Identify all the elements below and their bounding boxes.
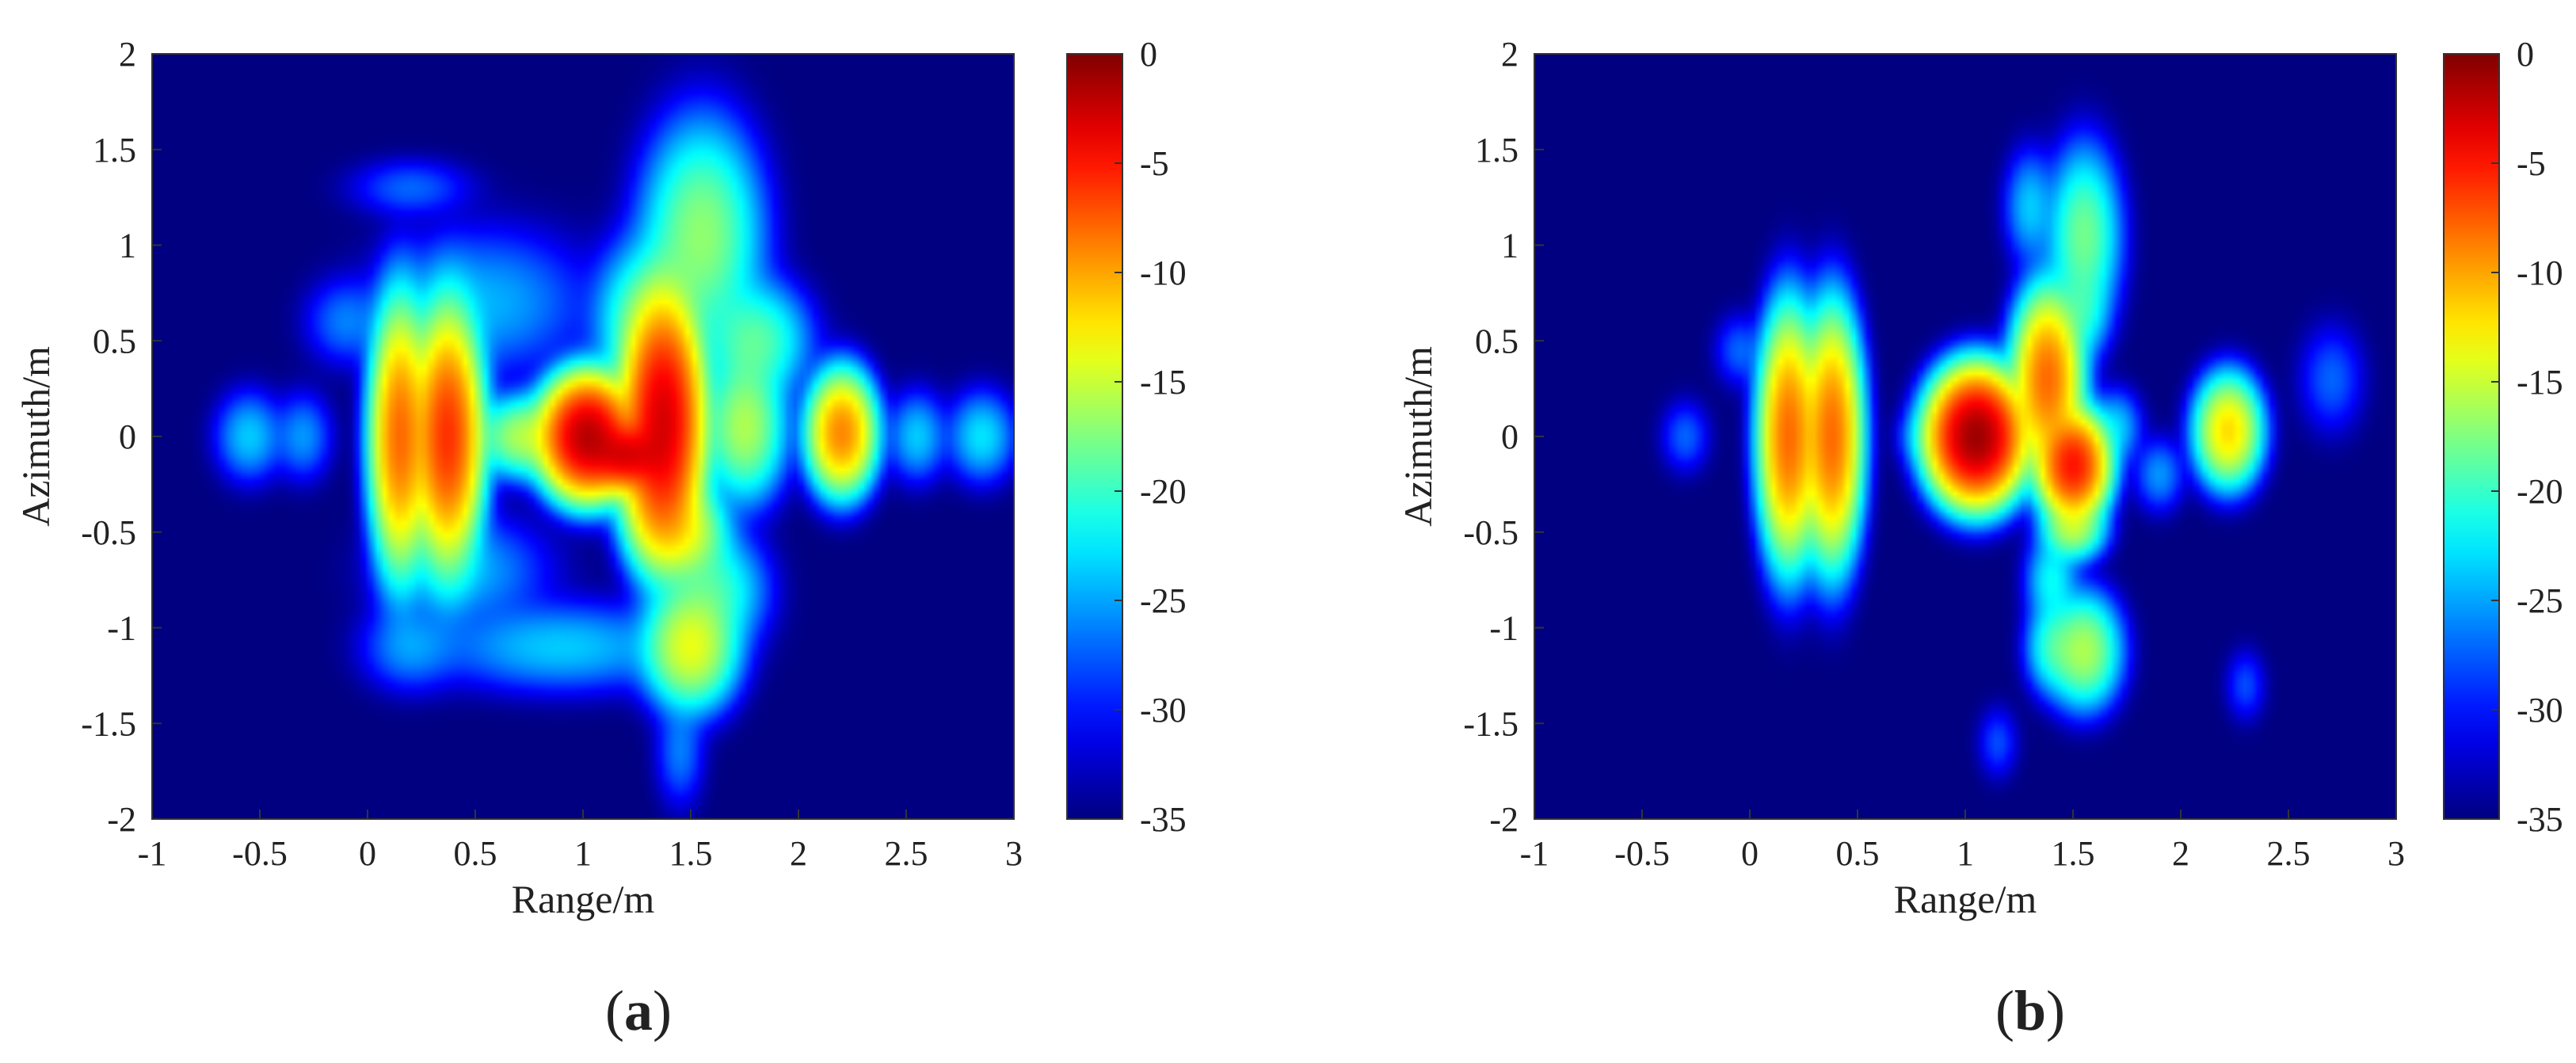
colorbar-tick-label: -35 xyxy=(2517,800,2563,839)
colorbar-tick-label: -10 xyxy=(2517,253,2563,292)
colorbar-tick-label: -35 xyxy=(1140,800,1187,839)
x-tick-label: -1 xyxy=(138,834,167,873)
y-tick-label: -2 xyxy=(1489,800,1519,839)
colorbar-tick-label: 0 xyxy=(1140,35,1157,74)
panel-label-open-paren: ( xyxy=(1995,979,2014,1042)
y-tick-label: 0.5 xyxy=(1475,322,1519,360)
x-tick-label: 3 xyxy=(1005,834,1023,873)
heatmap-image xyxy=(1534,54,2396,819)
y-tick-label: -0.5 xyxy=(1463,513,1519,552)
panel-label: (b) xyxy=(1995,979,2065,1042)
colorbar-tick-label: -20 xyxy=(2517,472,2563,511)
colorbar-tick-label: -15 xyxy=(1140,363,1187,402)
chart-panel-b: -1 -0.5 0 0.5 1 1.5 2 2.5 3 2 1.5 1 0.5 0 -0.5 -1 -1.5 -2… xyxy=(1396,35,2563,1042)
colorbar xyxy=(1066,53,1123,820)
x-tick-label: 2 xyxy=(2172,834,2189,873)
panel-label-letter: b xyxy=(2014,979,2046,1042)
colorbar-tick-label: -10 xyxy=(1140,253,1187,292)
x-tick-label: -0.5 xyxy=(1614,834,1670,873)
y-tick-label: 2 xyxy=(119,35,136,74)
x-tick-label: 1 xyxy=(574,834,592,873)
y-tick-label: -1.5 xyxy=(1463,704,1519,743)
y-tick-label: 0.5 xyxy=(93,322,136,360)
y-tick-label: 1 xyxy=(119,227,136,265)
panel-label-open-paren: ( xyxy=(605,979,624,1042)
x-tick-label: 0.5 xyxy=(1836,834,1880,873)
x-tick-label: 0 xyxy=(359,834,376,873)
colorbar-tick-label: 0 xyxy=(2517,35,2534,74)
y-tick-label: 0 xyxy=(119,417,136,456)
colorbar-tick-label: -20 xyxy=(1140,472,1187,511)
colorbar-tick-label: -30 xyxy=(2517,691,2563,730)
y-tick-label: -1.5 xyxy=(81,704,136,743)
colorbar-tick-label: -15 xyxy=(2517,363,2563,402)
x-tick-label: 2 xyxy=(790,834,807,873)
colorbar-tick-label: -5 xyxy=(2517,144,2546,183)
x-axis-label: Range/m xyxy=(1894,877,2037,921)
y-tick-label: -1 xyxy=(107,609,136,648)
x-tick-label: 3 xyxy=(2387,834,2405,873)
x-axis-label: Range/m xyxy=(512,877,655,921)
y-axis-label: Azimuth/m xyxy=(13,346,58,527)
x-tick-label: -0.5 xyxy=(232,834,288,873)
panel-label-close-paren: ) xyxy=(653,979,672,1042)
y-tick-label: 0 xyxy=(1501,417,1519,456)
x-tick-label: 1 xyxy=(1957,834,1974,873)
x-tick-label: 2.5 xyxy=(885,834,928,873)
x-tick-label: 2.5 xyxy=(2267,834,2311,873)
colorbar-tick-label: -5 xyxy=(1140,144,1169,183)
heatmap-image xyxy=(152,54,1014,819)
x-tick-label: 0 xyxy=(1741,834,1759,873)
x-tick-label: -1 xyxy=(1520,834,1549,873)
x-tick-label: 0.5 xyxy=(454,834,497,873)
y-axis-label: Azimuth/m xyxy=(1396,346,1440,527)
y-tick-label: 1 xyxy=(1501,227,1519,265)
colorbar-tick-label: -30 xyxy=(1140,691,1187,730)
panel-label-close-paren: ) xyxy=(2046,979,2065,1042)
y-tick-label: 2 xyxy=(1501,35,1519,74)
y-tick-label: -1 xyxy=(1489,609,1519,648)
x-tick-label: 1.5 xyxy=(669,834,713,873)
y-tick-label: 1.5 xyxy=(93,131,136,170)
y-tick-label: -2 xyxy=(107,800,136,839)
colorbar-tick-label: -25 xyxy=(1140,581,1187,620)
colorbar xyxy=(2443,53,2500,820)
panel-label: (a) xyxy=(605,979,672,1042)
y-tick-label: 1.5 xyxy=(1475,131,1519,170)
chart-panel-a: -1 -0.5 0 0.5 1 1.5 2 2.5 3 2 1.5 1 0.5 0 -0.5 -1 -1.5 -2… xyxy=(13,35,1187,1042)
colorbar-tick-label: -25 xyxy=(2517,581,2563,620)
panel-label-letter: a xyxy=(624,979,653,1042)
x-tick-label: 1.5 xyxy=(2052,834,2095,873)
y-tick-label: -0.5 xyxy=(81,513,136,552)
